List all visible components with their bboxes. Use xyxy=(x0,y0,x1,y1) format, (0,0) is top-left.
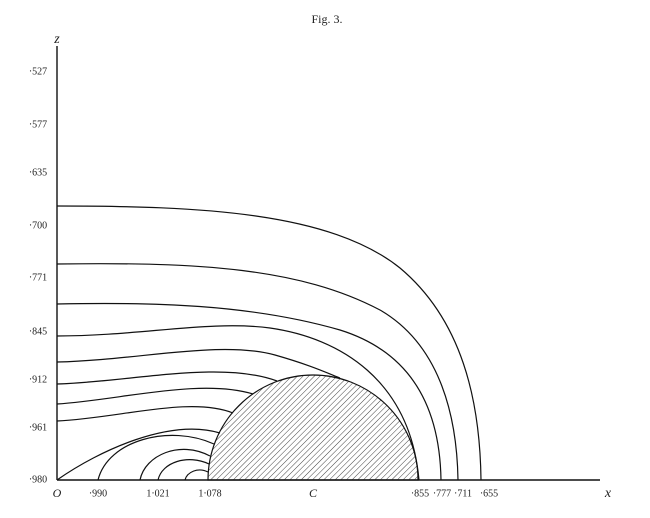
field-line xyxy=(56,205,482,481)
field-line xyxy=(56,371,278,385)
z-tick-label: ·635 xyxy=(29,167,47,178)
field-line xyxy=(56,387,254,405)
origin-label: O xyxy=(53,486,62,500)
field-line xyxy=(56,348,341,379)
x-axis-label: x xyxy=(604,486,612,501)
field-line xyxy=(56,302,442,481)
z-tick-label: ·845 xyxy=(29,326,47,337)
field-line xyxy=(56,325,420,481)
field-line xyxy=(139,448,211,481)
z-tick-label: ·980 xyxy=(29,474,47,485)
field-lines xyxy=(56,205,482,481)
x-tick-label: 1·078 xyxy=(198,488,221,499)
field-line xyxy=(157,459,210,481)
z-tick-label: ·912 xyxy=(29,374,47,385)
x-tick-label: ·711 xyxy=(454,488,472,499)
x-tick-label: ·990 xyxy=(89,488,107,499)
field-line xyxy=(184,469,209,481)
x-tick-label: ·855 xyxy=(411,488,429,499)
z-axis-label: z xyxy=(53,32,60,47)
z-tick-label: ·577 xyxy=(29,119,47,130)
z-tick-label: ·771 xyxy=(29,272,47,283)
x-tick-label: 1·021 xyxy=(146,488,169,499)
sphere xyxy=(207,374,419,481)
field-line xyxy=(97,434,215,481)
x-tick-label: ·777 xyxy=(433,488,451,499)
x-tick-label: ·655 xyxy=(480,488,498,499)
center-label: C xyxy=(309,486,318,500)
field-line xyxy=(56,428,221,481)
z-tick-label: ·961 xyxy=(29,422,47,433)
field-line xyxy=(56,406,234,422)
field-line xyxy=(56,263,459,481)
z-tick-label: ·527 xyxy=(29,66,47,77)
z-tick-label: ·700 xyxy=(29,220,47,231)
figure-title: Fig. 3. xyxy=(311,12,342,26)
